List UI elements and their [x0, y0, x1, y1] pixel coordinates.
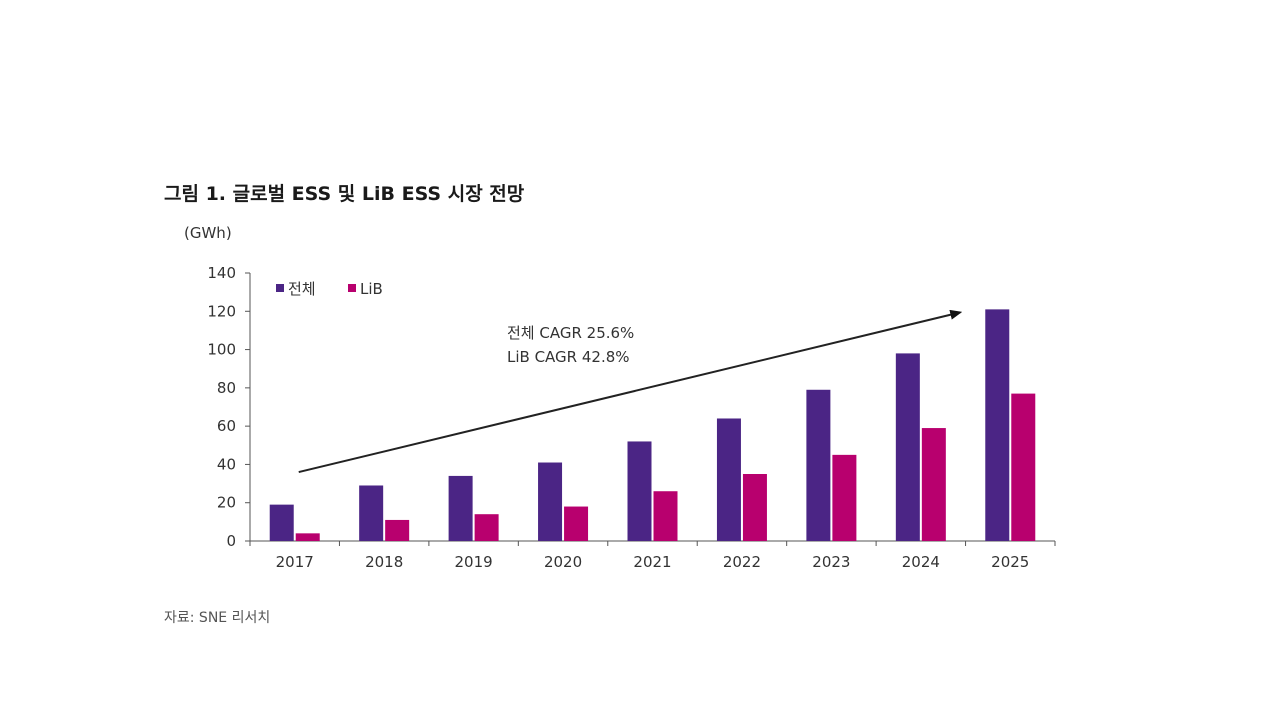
chart-axes: 0 20 40 60 80 100 120 140 2017 2018 2019 2020 2021 20…: [207, 264, 1056, 571]
bar-lib-2017: [295, 533, 320, 541]
bar-total-2023: [806, 389, 831, 541]
bar-total-2020: [538, 462, 563, 541]
x-tick-label: 2019: [455, 553, 493, 571]
bar-lib-2019: [474, 514, 499, 541]
x-tick-label: 2017: [276, 553, 314, 571]
chart-legend: 전체 LiB: [276, 280, 383, 298]
bar-lib-2018: [385, 519, 410, 541]
legend-swatch-total: [276, 284, 284, 292]
x-tick-label: 2025: [991, 553, 1029, 571]
y-axis-unit-label: (GWh): [184, 224, 232, 242]
legend-label-lib: LiB: [360, 280, 383, 298]
bar-total-2019: [448, 475, 473, 541]
y-tick-label: 100: [207, 341, 236, 359]
y-tick-label: 0: [226, 532, 236, 550]
x-tick-label: 2020: [544, 553, 582, 571]
cagr-annotation-line: 전체 CAGR 25.6%: [507, 324, 634, 342]
bar-lib-2022: [742, 474, 767, 541]
y-tick-label: 140: [207, 264, 236, 282]
figure-title: 그림 1. 글로벌 ESS 및 LiB ESS 시장 전망: [164, 183, 525, 205]
y-tick-label: 60: [217, 417, 236, 435]
bar-lib-2023: [832, 454, 857, 541]
bar-total-2022: [716, 418, 741, 541]
bar-lib-2020: [564, 506, 589, 541]
legend-label-total: 전체: [288, 280, 316, 298]
x-tick-label: 2018: [365, 553, 403, 571]
x-tick-label: 2021: [633, 553, 671, 571]
bar-total-2018: [359, 485, 384, 541]
bar-total-2024: [895, 353, 920, 541]
source-note: 자료: SNE 리서치: [164, 610, 271, 626]
bar-total-2025: [985, 309, 1010, 541]
x-tick-label: 2022: [723, 553, 761, 571]
trend-arrow: [298, 309, 963, 474]
chart-bars: [269, 309, 1036, 541]
y-tick-label: 40: [217, 455, 236, 473]
bar-total-2017: [269, 504, 294, 541]
cagr-annotation-line: LiB CAGR 42.8%: [507, 348, 630, 366]
bar-lib-2021: [653, 491, 678, 541]
x-tick-label: 2024: [902, 553, 940, 571]
cagr-annotation: 전체 CAGR 25.6% LiB CAGR 42.8%: [298, 309, 963, 474]
y-tick-label: 120: [207, 302, 236, 320]
y-tick-label: 20: [217, 494, 236, 512]
legend-swatch-lib: [348, 284, 356, 292]
bar-lib-2025: [1011, 393, 1036, 541]
bar-total-2021: [627, 441, 652, 541]
y-tick-label: 80: [217, 379, 236, 397]
bar-lib-2024: [921, 428, 946, 541]
x-tick-label: 2023: [812, 553, 850, 571]
